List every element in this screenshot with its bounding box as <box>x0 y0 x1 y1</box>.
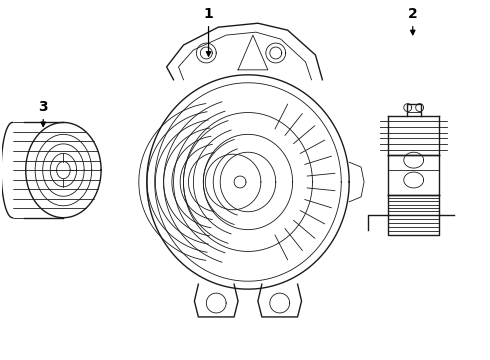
Text: 2: 2 <box>408 7 417 35</box>
Text: 1: 1 <box>204 7 214 56</box>
Text: 3: 3 <box>38 100 48 126</box>
